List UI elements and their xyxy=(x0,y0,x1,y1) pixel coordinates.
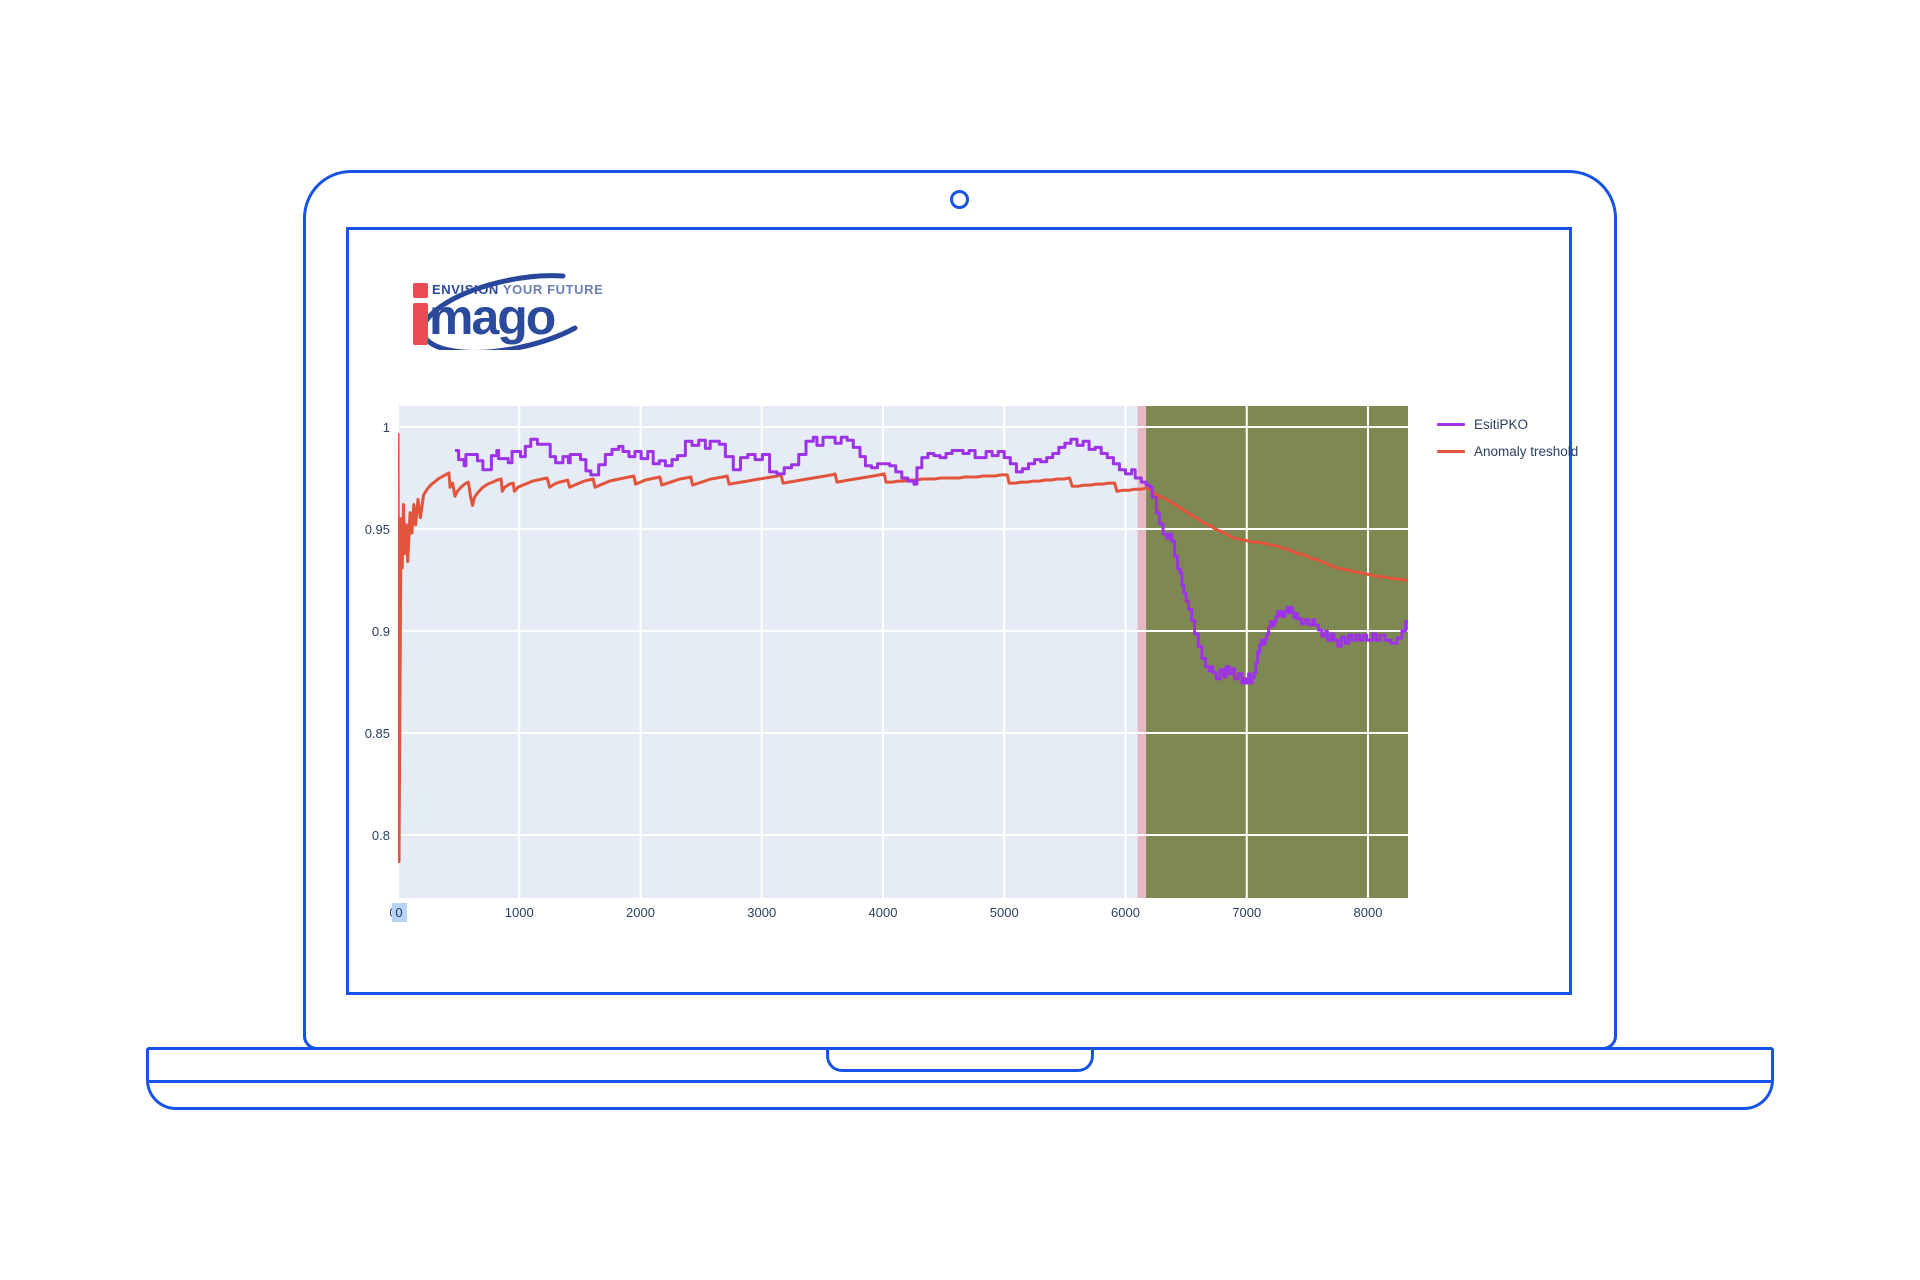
laptop-base-notch xyxy=(826,1050,1094,1072)
logo-tagline: ENVISION YOUR FUTURE xyxy=(432,282,603,297)
y-tick-label: 0.8 xyxy=(372,828,390,843)
anomaly-boundary xyxy=(1137,406,1147,898)
tick-selection-highlight xyxy=(392,903,407,922)
x-tick-label: 2000 xyxy=(626,905,655,920)
y-tick-label: 0.95 xyxy=(365,522,390,537)
series-EsitiPKO xyxy=(455,435,1408,685)
legend-label: Anomaly treshold xyxy=(1474,443,1579,459)
line-chart[interactable]: 10.950.90.850.80010002000300040005000600… xyxy=(349,230,1569,993)
laptop-base-lip xyxy=(146,1080,1774,1110)
anomaly-region xyxy=(1146,406,1408,898)
logo-i-stem xyxy=(413,303,428,345)
x-tick-label: 1000 xyxy=(505,905,534,920)
x-tick-label: 4000 xyxy=(869,905,898,920)
imago-logo: ENVISION YOUR FUTURE mago xyxy=(398,262,603,350)
y-tick-label: 1 xyxy=(383,420,390,435)
logo-i-dot xyxy=(413,283,428,298)
y-tick-label: 0.9 xyxy=(372,624,390,639)
x-tick-label: 8000 xyxy=(1354,905,1383,920)
y-tick-label: 0.85 xyxy=(365,726,390,741)
x-tick-label: 7000 xyxy=(1232,905,1261,920)
series-Anomaly treshold xyxy=(398,433,1408,863)
logo-wordmark: mago xyxy=(429,289,556,345)
webcam-icon xyxy=(950,190,969,209)
x-tick-label: 3000 xyxy=(747,905,776,920)
tagline-your-future: YOUR FUTURE xyxy=(498,282,604,297)
x-tick-label: 5000 xyxy=(990,905,1019,920)
x-tick-label: 6000 xyxy=(1111,905,1140,920)
legend-swatch-orange xyxy=(1437,449,1465,453)
tagline-envision: ENVISION xyxy=(432,282,499,297)
legend-swatch-purple xyxy=(1437,422,1465,426)
legend-label: EsitiPKO xyxy=(1474,416,1529,432)
legend-item-esitipko[interactable]: EsitiPKO xyxy=(1437,415,1528,433)
x-tick-label-selected[interactable]: 0 xyxy=(395,905,402,920)
legend-item-anomaly-treshold[interactable]: Anomaly treshold xyxy=(1437,442,1578,460)
